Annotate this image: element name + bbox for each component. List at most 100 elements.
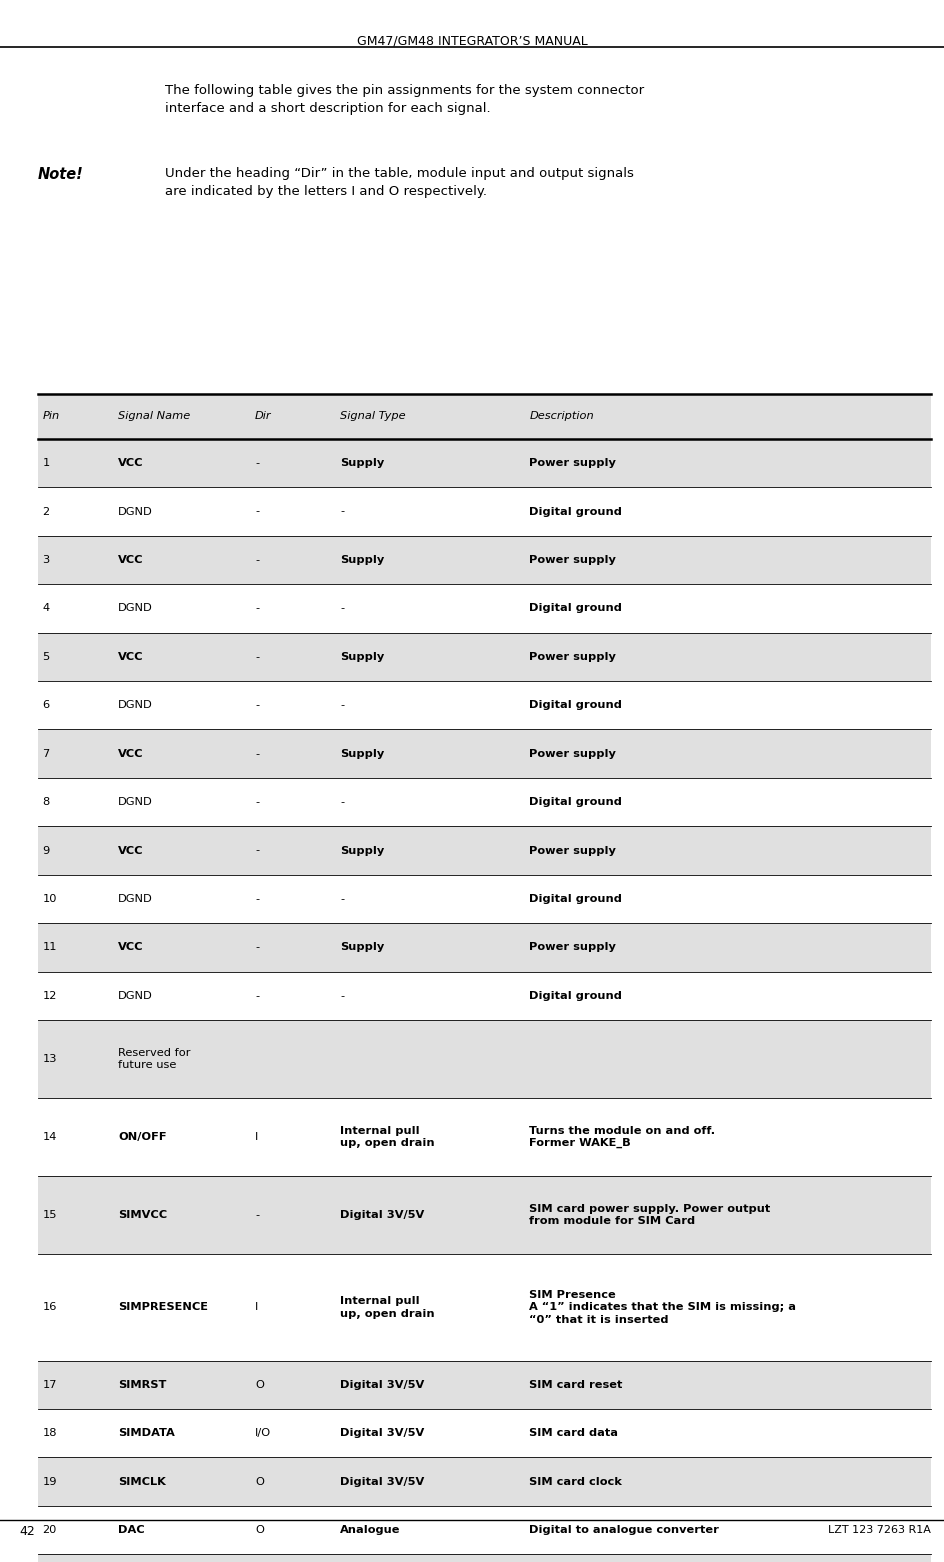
Text: 8: 8: [42, 797, 50, 808]
Text: SIMPRESENCE: SIMPRESENCE: [118, 1303, 208, 1312]
Text: Power supply: Power supply: [529, 555, 615, 565]
Text: Analogue: Analogue: [340, 1525, 400, 1535]
Text: Internal pull
up, open drain: Internal pull up, open drain: [340, 1126, 434, 1148]
Text: Turns the module on and off.
Former WAKE_B: Turns the module on and off. Former WAKE…: [529, 1126, 715, 1148]
Text: Digital 3V/5V: Digital 3V/5V: [340, 1476, 424, 1487]
Bar: [38, 1020, 930, 1098]
Text: VCC: VCC: [118, 458, 143, 469]
Text: Digital 3V/5V: Digital 3V/5V: [340, 1379, 424, 1390]
Text: SIM card clock: SIM card clock: [529, 1476, 621, 1487]
Text: LZT 123 7263 R1A: LZT 123 7263 R1A: [827, 1525, 930, 1534]
Text: Digital ground: Digital ground: [529, 506, 621, 517]
Text: -: -: [255, 651, 259, 662]
Text: DGND: DGND: [118, 700, 153, 711]
Bar: [38, 633, 930, 681]
Text: Signal Type: Signal Type: [340, 411, 405, 422]
Text: Power supply: Power supply: [529, 942, 615, 953]
Text: Internal pull
up, open drain: Internal pull up, open drain: [340, 1296, 434, 1318]
Text: -: -: [255, 748, 259, 759]
Text: DAC: DAC: [118, 1525, 144, 1535]
Text: Digital ground: Digital ground: [529, 603, 621, 614]
Bar: [38, 729, 930, 778]
Text: 14: 14: [42, 1132, 57, 1142]
Text: SIM card data: SIM card data: [529, 1428, 617, 1439]
Text: O: O: [255, 1379, 263, 1390]
Text: 4: 4: [42, 603, 50, 614]
Text: VCC: VCC: [118, 845, 143, 856]
Bar: [38, 1176, 930, 1254]
Text: VCC: VCC: [118, 942, 143, 953]
Text: 13: 13: [42, 1054, 57, 1064]
Text: 15: 15: [42, 1211, 57, 1220]
Text: Supply: Supply: [340, 555, 384, 565]
Text: O: O: [255, 1476, 263, 1487]
Text: VCC: VCC: [118, 748, 143, 759]
Text: -: -: [255, 893, 259, 904]
Text: SIM Presence
A “1” indicates that the SIM is missing; a
“0” that it is inserted: SIM Presence A “1” indicates that the SI…: [529, 1290, 796, 1325]
Bar: [38, 536, 930, 584]
Text: 42: 42: [19, 1525, 35, 1537]
Text: Under the heading “Dir” in the table, module input and output signals
are indica: Under the heading “Dir” in the table, mo…: [165, 167, 633, 198]
Text: Dir: Dir: [255, 411, 271, 422]
Text: -: -: [340, 603, 344, 614]
Text: Signal Name: Signal Name: [118, 411, 190, 422]
Text: -: -: [340, 893, 344, 904]
Text: O: O: [255, 1525, 263, 1535]
Text: -: -: [340, 990, 344, 1001]
Text: Digital ground: Digital ground: [529, 990, 621, 1001]
Text: DGND: DGND: [118, 990, 153, 1001]
Text: 10: 10: [42, 893, 57, 904]
Text: -: -: [255, 942, 259, 953]
Text: -: -: [340, 797, 344, 808]
Bar: [38, 826, 930, 875]
Text: SIMCLK: SIMCLK: [118, 1476, 166, 1487]
Text: VCC: VCC: [118, 651, 143, 662]
Text: 11: 11: [42, 942, 57, 953]
Text: 2: 2: [42, 506, 50, 517]
Text: SIMRST: SIMRST: [118, 1379, 166, 1390]
Text: The following table gives the pin assignments for the system connector
interface: The following table gives the pin assign…: [165, 84, 644, 116]
Text: Reserved for
future use: Reserved for future use: [118, 1048, 191, 1070]
Text: -: -: [255, 458, 259, 469]
Text: I: I: [255, 1303, 259, 1312]
Text: Supply: Supply: [340, 458, 384, 469]
Text: -: -: [255, 555, 259, 565]
Text: SIMVCC: SIMVCC: [118, 1211, 167, 1220]
Text: 9: 9: [42, 845, 50, 856]
Text: 6: 6: [42, 700, 50, 711]
Text: -: -: [340, 506, 344, 517]
Text: I/O: I/O: [255, 1428, 271, 1439]
Text: Description: Description: [529, 411, 594, 422]
Text: Note!: Note!: [38, 167, 83, 183]
Bar: [38, 1554, 930, 1562]
Text: 18: 18: [42, 1428, 57, 1439]
Text: Digital to analogue converter: Digital to analogue converter: [529, 1525, 718, 1535]
Text: DGND: DGND: [118, 797, 153, 808]
Text: Supply: Supply: [340, 651, 384, 662]
Text: Digital ground: Digital ground: [529, 893, 621, 904]
Text: 5: 5: [42, 651, 50, 662]
Text: 20: 20: [42, 1525, 57, 1535]
Text: -: -: [255, 1211, 259, 1220]
Text: Digital ground: Digital ground: [529, 797, 621, 808]
Text: -: -: [255, 845, 259, 856]
Text: -: -: [255, 700, 259, 711]
Text: 19: 19: [42, 1476, 57, 1487]
Text: -: -: [255, 797, 259, 808]
Text: Digital 3V/5V: Digital 3V/5V: [340, 1211, 424, 1220]
Bar: [38, 923, 930, 972]
Text: Power supply: Power supply: [529, 651, 615, 662]
Text: SIM card power supply. Power output
from module for SIM Card: SIM card power supply. Power output from…: [529, 1204, 769, 1226]
Bar: [38, 1361, 930, 1409]
Text: GM47/GM48 INTEGRATOR’S MANUAL: GM47/GM48 INTEGRATOR’S MANUAL: [357, 34, 587, 47]
Text: Power supply: Power supply: [529, 845, 615, 856]
Text: 17: 17: [42, 1379, 57, 1390]
Text: 1: 1: [42, 458, 50, 469]
Text: 3: 3: [42, 555, 50, 565]
Text: SIMDATA: SIMDATA: [118, 1428, 175, 1439]
Text: VCC: VCC: [118, 555, 143, 565]
Text: DGND: DGND: [118, 893, 153, 904]
Text: -: -: [255, 506, 259, 517]
Text: Power supply: Power supply: [529, 748, 615, 759]
Text: SIM card reset: SIM card reset: [529, 1379, 622, 1390]
